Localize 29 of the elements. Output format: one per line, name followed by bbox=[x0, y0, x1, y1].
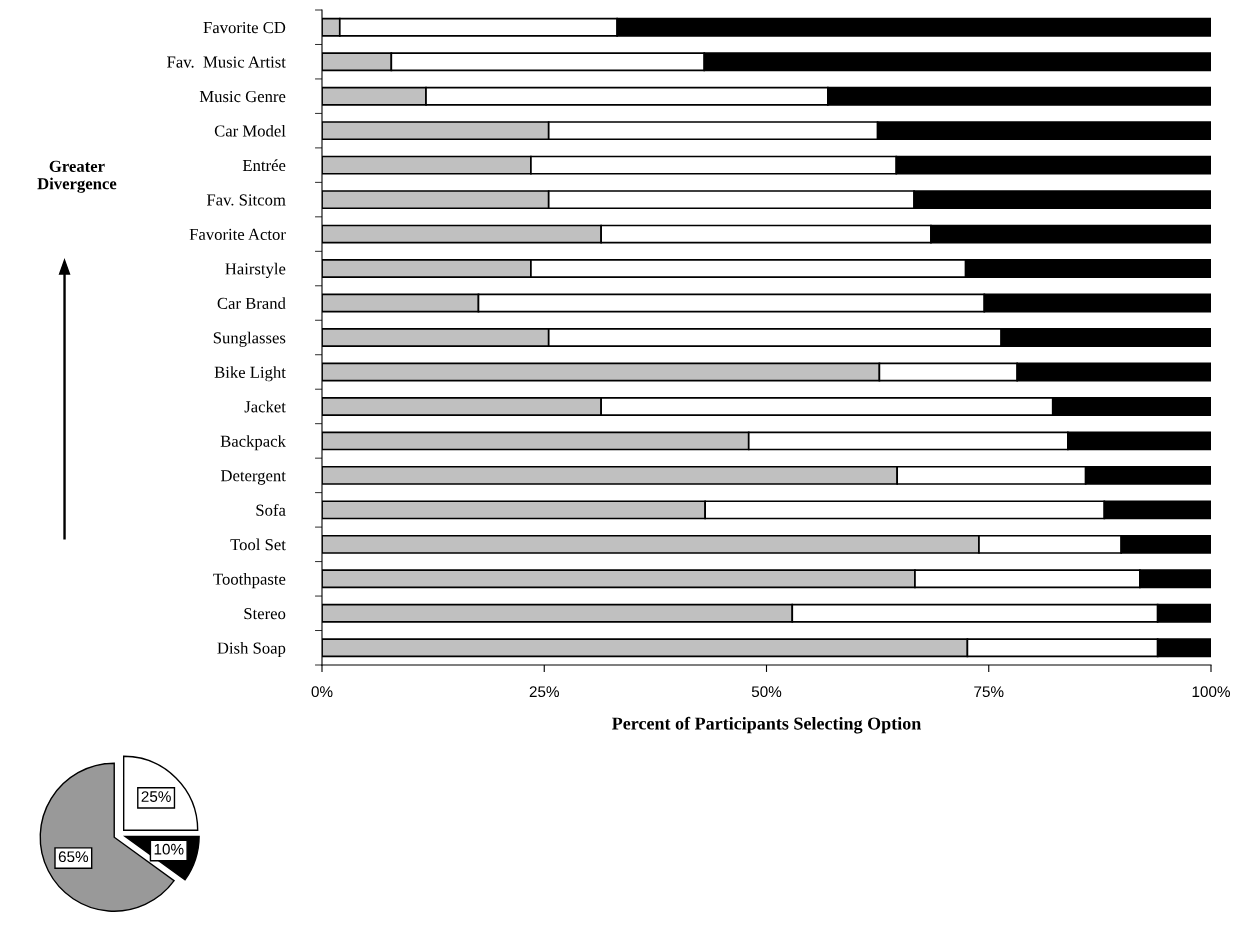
y-tick-label: Sunglasses bbox=[213, 331, 286, 347]
y-tick-label: Entrée bbox=[242, 159, 286, 172]
y-tick-label: Favorite Actor bbox=[189, 228, 286, 241]
data-label: 10% bbox=[154, 843, 184, 855]
y-tick-label: Hairstyle bbox=[225, 262, 286, 278]
text: Greater Divergence bbox=[37, 160, 117, 193]
y-tick-label: Car Model bbox=[214, 124, 286, 137]
y-tick-label: Favorite CD bbox=[203, 21, 286, 34]
data-label: 65% bbox=[58, 851, 89, 863]
y-tick-label: Sofa bbox=[256, 503, 286, 516]
y-tick-label: Stereo bbox=[244, 608, 286, 620]
x-tick-label: 100% bbox=[1192, 686, 1230, 698]
x-tick-label: 50% bbox=[751, 686, 782, 698]
y-tick-label: Bike Light bbox=[214, 366, 286, 382]
data-label: 25% bbox=[141, 791, 171, 802]
y-tick-label: Backpack bbox=[220, 435, 286, 451]
x-tick-label: 25% bbox=[529, 686, 559, 698]
y-tick-label: Music Genre bbox=[199, 90, 286, 103]
y-tick-label: Toothpaste bbox=[213, 573, 286, 589]
y-tick-label: Dish Soap bbox=[217, 641, 286, 658]
y-tick-label: Jacket bbox=[244, 400, 286, 413]
y-tick-label: Car Brand bbox=[217, 297, 286, 309]
y-tick-label: Detergent bbox=[220, 470, 286, 485]
y-tick-label: Fav. Sitcom bbox=[206, 194, 286, 206]
x-axis-title: Percent of Participants Selecting Option bbox=[612, 716, 922, 734]
y-tick-label: Fav. Music Artist bbox=[167, 56, 286, 68]
y-tick-label: Tool Set bbox=[230, 538, 286, 551]
x-tick-label: 0% bbox=[311, 686, 333, 698]
x-tick-label: 75% bbox=[974, 686, 1004, 698]
